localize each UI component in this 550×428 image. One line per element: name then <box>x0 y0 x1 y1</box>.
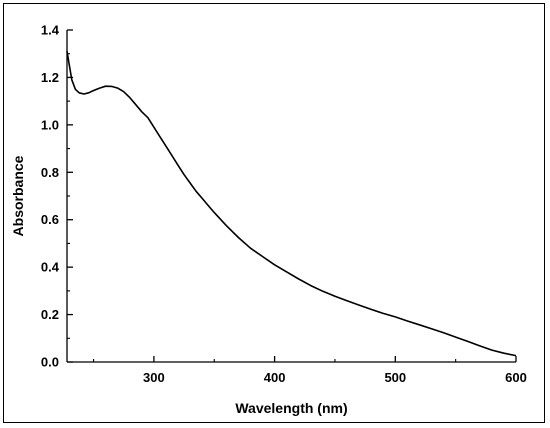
y-tick-label: 1.4 <box>41 23 60 38</box>
y-tick-label: 0.0 <box>41 355 59 370</box>
y-tick-label: 0.6 <box>41 212 59 227</box>
x-axis-title: Wavelength (nm) <box>235 400 347 416</box>
x-tick-label: 600 <box>505 370 527 385</box>
x-tick-label: 500 <box>384 370 406 385</box>
y-tick-label: 0.4 <box>41 260 60 275</box>
figure-frame <box>3 3 545 423</box>
y-tick-label: 0.8 <box>41 165 59 180</box>
y-tick-label: 1.0 <box>41 117 59 132</box>
x-tick-label: 300 <box>143 370 165 385</box>
y-tick-label: 0.2 <box>41 307 59 322</box>
series-layer <box>66 51 517 357</box>
x-tick-label: 400 <box>264 370 286 385</box>
axis-ticks: 300 400 500 600 0.0 0.2 0.4 0.6 0.8 1.0 1.2 1.4 <box>41 23 527 386</box>
plot-axes <box>66 30 516 363</box>
y-axis-title: Absorbance <box>10 155 26 236</box>
y-tick-label: 1.2 <box>41 70 59 85</box>
series-line <box>66 51 517 357</box>
